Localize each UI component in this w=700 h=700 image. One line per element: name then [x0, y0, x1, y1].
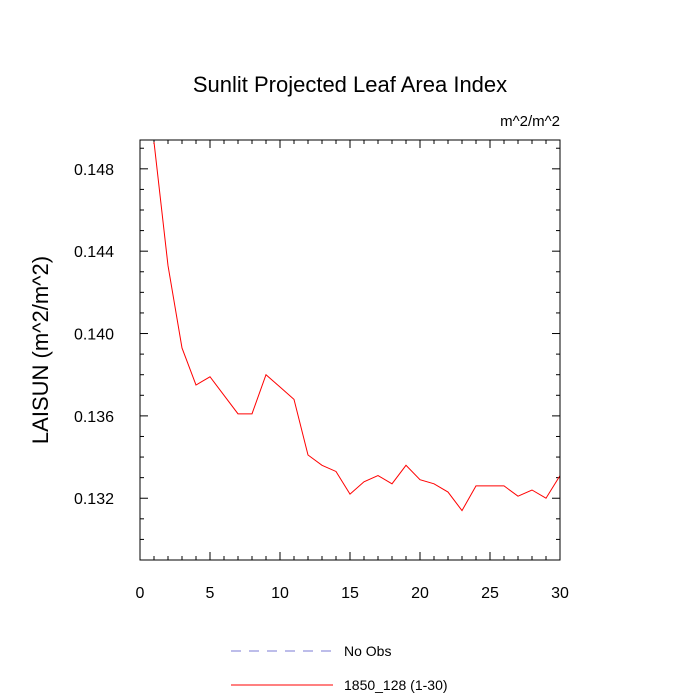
x-tick-label: 10 — [271, 585, 289, 602]
x-tick-label: 20 — [411, 585, 429, 602]
plot-frame — [139, 139, 561, 561]
series-line — [153, 142, 561, 512]
x-tick-label: 25 — [481, 585, 499, 602]
x-tick-label: 0 — [136, 585, 145, 602]
units-label: m^2/m^2 — [500, 113, 560, 130]
y-tick-label: 0.144 — [74, 244, 114, 261]
x-tick-label: 30 — [551, 585, 569, 602]
plot-series — [153, 142, 561, 512]
y-tick-label: 0.132 — [74, 491, 114, 508]
y-tick-label: 0.148 — [74, 162, 114, 179]
legend-label: No Obs — [344, 643, 391, 659]
x-tick-label: 5 — [206, 585, 215, 602]
y-tick-label: 0.136 — [74, 409, 114, 426]
y-tick-label: 0.140 — [74, 327, 114, 344]
x-tick-label: 15 — [341, 585, 359, 602]
legend: No Obs 1850_128 (1-30) — [231, 643, 448, 693]
axis-ticks: 0 5 10 15 20 25 30 0.132 0.136 0.140 0.144 0.148 — [74, 140, 569, 602]
y-axis-label: LAISUN (m^2/m^2) — [28, 256, 53, 444]
chart-title: Sunlit Projected Leaf Area Index — [193, 72, 507, 97]
legend-label: 1850_128 (1-30) — [344, 677, 448, 693]
